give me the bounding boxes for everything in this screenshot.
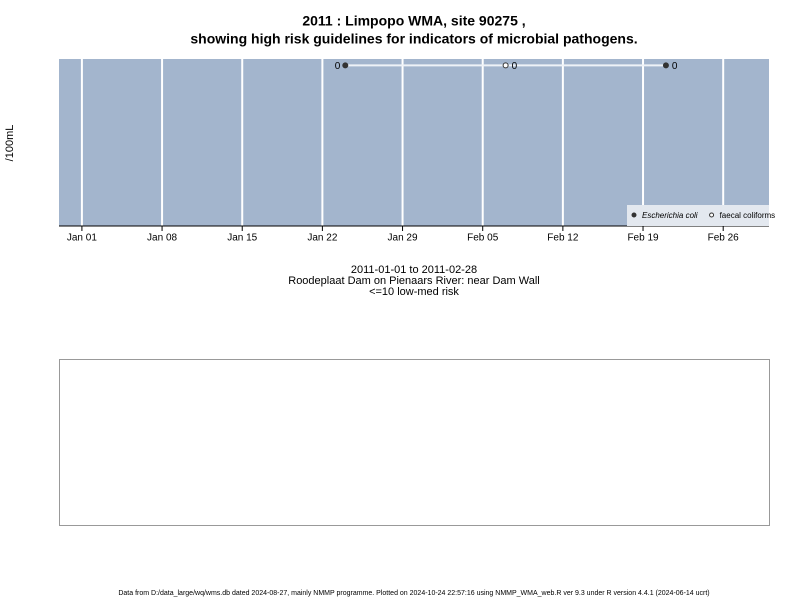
legend-label: Escherichia coli (642, 211, 698, 220)
point (502, 62, 509, 69)
empty-panel (59, 359, 770, 526)
legend-label: faecal coliforms (720, 211, 776, 220)
x-tick-label: Jan 22 (307, 233, 337, 244)
x-tick-label: Feb 12 (547, 233, 579, 244)
x-tick-label: Jan 15 (227, 233, 257, 244)
caption: 2011-01-01 to 2011-02-28 (351, 264, 477, 276)
plot-area (59, 59, 769, 226)
caption: <=10 low-med risk (369, 286, 459, 298)
x-tick-label: Feb 26 (708, 233, 740, 244)
data-label: 0 (672, 61, 678, 72)
chart-title: 2011 : Limpopo WMA, site 90275 , (302, 13, 525, 29)
caption: Roodeplaat Dam on Pienaars River: near D… (288, 275, 539, 287)
point (662, 62, 669, 69)
y-axis-label: /100mL (4, 125, 16, 162)
x-tick-label: Feb 19 (627, 233, 659, 244)
x-tick-label: Jan 08 (147, 233, 177, 244)
data-label: 0 (335, 61, 341, 72)
legend-marker (631, 212, 637, 218)
legend-box (627, 205, 769, 226)
x-tick-label: Feb 05 (467, 233, 499, 244)
footer: Data from D:/data_large/wq/wms.db dated … (118, 590, 709, 597)
x-tick-label: Jan 29 (388, 233, 418, 244)
point (342, 62, 349, 69)
data-label: 0 (512, 61, 518, 72)
chart-subtitle: showing high risk guidelines for indicat… (190, 31, 637, 47)
x-tick-label: Jan 01 (67, 233, 97, 244)
legend-marker (709, 212, 715, 218)
